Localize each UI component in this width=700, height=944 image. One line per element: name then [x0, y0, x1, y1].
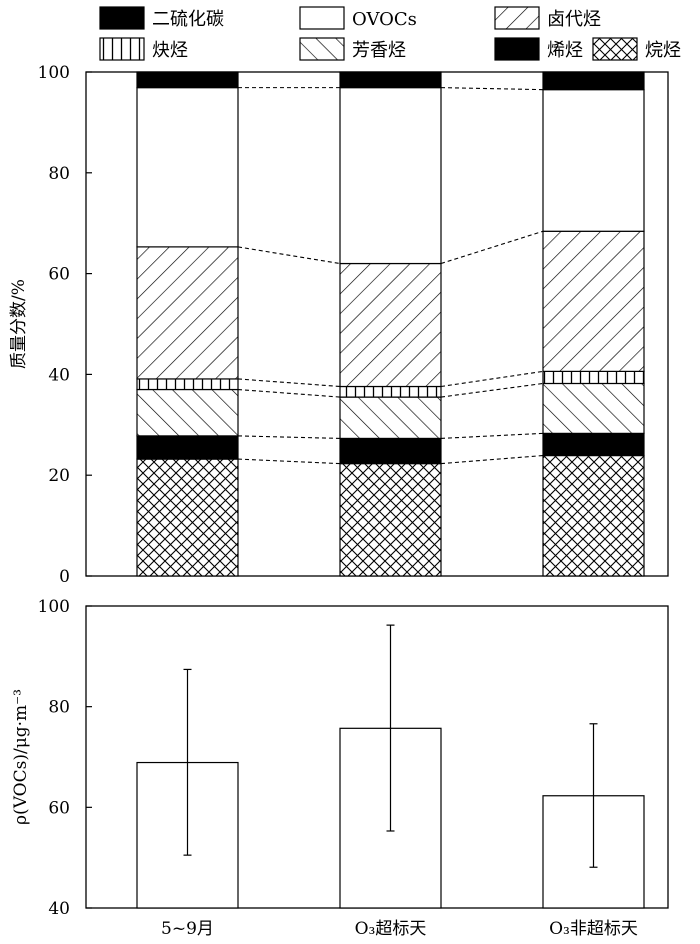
connector-line [440, 87, 544, 91]
stacked-bar-segment [542, 454, 645, 577]
legend-item: 烯烃 [494, 37, 583, 61]
stacked-bar-segment [136, 458, 239, 577]
top-y-axis-title: 质量分数/% [9, 279, 29, 369]
x-tick-label: O₃超标天 [355, 919, 427, 939]
stacked-bar-segment [542, 382, 645, 434]
stacked-bar-segment [339, 385, 442, 398]
stacked-bar-segment [339, 262, 442, 388]
connector-line [440, 432, 544, 439]
legend-label: OVOCs [352, 9, 417, 30]
connector-line [237, 378, 341, 388]
y-tick-label: 100 [38, 63, 70, 83]
connector-line [440, 382, 544, 398]
legend-swatch [592, 37, 638, 61]
error-bar [183, 668, 192, 856]
y-tick-label: 40 [48, 365, 70, 385]
legend-item: 卤代烃 [494, 6, 601, 30]
legend-swatch [494, 6, 540, 30]
connector-line [440, 454, 544, 465]
y-tick-label: 0 [59, 567, 70, 587]
connector-line [440, 370, 544, 388]
x-tick-label: 5~9月 [161, 919, 214, 939]
stacked-bar-segment [339, 463, 442, 577]
connector-line [440, 230, 544, 265]
legend-label: 烷烃 [645, 40, 681, 61]
bottom-y-ticks: 40 60 80 100 [38, 597, 92, 919]
stacked-bar-segment [136, 388, 239, 437]
stacked-bar-segment [542, 230, 645, 372]
top-chart: 0 20 40 60 80 100 质量分数/% [9, 63, 669, 587]
legend-item: 烷烃 [592, 37, 681, 61]
y-tick-label: 100 [38, 597, 70, 617]
y-tick-label: 80 [48, 698, 70, 718]
stacked-bar-segment [339, 437, 442, 465]
stacked-bar-segment [542, 89, 645, 232]
legend-label: 芳香烃 [352, 40, 406, 61]
top-y-ticks: 0 20 40 60 80 100 [38, 63, 92, 587]
top-stacked-bars [136, 71, 645, 577]
stacked-bar-segment [339, 396, 442, 440]
legend-item: 二硫化碳 [99, 6, 224, 30]
y-tick-label: 80 [48, 164, 70, 184]
stacked-bar-segment [136, 87, 239, 248]
stacked-bar-segment [542, 370, 645, 385]
legend-label: 二硫化碳 [152, 9, 224, 30]
stacked-bar-segment [136, 71, 239, 89]
connector-line [237, 458, 341, 465]
stacked-bar-segment [136, 435, 239, 460]
legend-item: 芳香烃 [299, 37, 406, 61]
bottom-chart: 40 60 80 100 ρ(VOCs)/μg·m⁻³ 5~9月 O₃超标天 O₃非超标天 [11, 597, 669, 939]
connector-line [237, 435, 341, 439]
legend-swatch [299, 6, 345, 30]
y-tick-label: 60 [48, 265, 70, 285]
error-bar [386, 624, 395, 832]
legend-label: 卤代烃 [547, 9, 601, 30]
stacked-bar-segment [339, 87, 442, 265]
x-axis-labels: 5~9月 O₃超标天 O₃非超标天 [161, 919, 638, 939]
top-connector-lines [237, 87, 544, 465]
legend-label: 烯烃 [547, 40, 583, 61]
legend-swatch [494, 37, 540, 61]
bottom-y-axis-title: ρ(VOCs)/μg·m⁻³ [11, 689, 31, 825]
stacked-bar-segment [542, 432, 645, 457]
x-tick-label: O₃非超标天 [549, 919, 638, 939]
legend-swatch [299, 37, 345, 61]
legend-item: 炔烃 [99, 37, 188, 61]
legend-item: OVOCs [299, 6, 417, 30]
stacked-bar-segment [542, 71, 645, 91]
legend-swatch [99, 37, 145, 61]
legend-label: 炔烃 [152, 40, 188, 61]
stacked-bar-segment [136, 378, 239, 391]
stacked-bar-segment [339, 71, 442, 89]
connector-line [237, 388, 341, 398]
connector-line [237, 246, 341, 265]
y-tick-label: 40 [48, 899, 70, 919]
y-tick-label: 20 [48, 466, 70, 486]
stacked-bar-segment [136, 246, 239, 380]
legend-swatch [99, 6, 145, 30]
error-bar [589, 723, 598, 868]
bottom-bars [136, 624, 645, 909]
y-tick-label: 60 [48, 798, 70, 818]
